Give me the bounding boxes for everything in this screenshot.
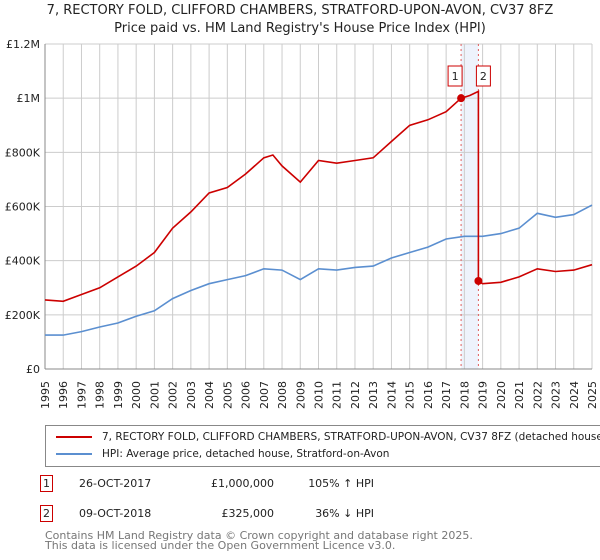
- y-tick-label: £1.2M: [6, 38, 40, 51]
- legend-item-hpi: HPI: Average price, detached house, Stra…: [56, 448, 389, 460]
- x-tick-label: 2001: [148, 381, 161, 409]
- x-tick-label: 2008: [276, 381, 289, 409]
- sale-date: 26-OCT-2017: [79, 477, 152, 490]
- x-tick-label: 2000: [130, 381, 143, 409]
- x-tick-label: 2018: [458, 381, 471, 409]
- x-tick-label: 1996: [57, 381, 70, 409]
- sale-hpi: 105% ↑ HPI: [308, 477, 374, 490]
- x-tick-label: 2021: [513, 381, 526, 409]
- x-tick-label: 1997: [75, 381, 88, 409]
- x-tick-label: 2006: [240, 381, 253, 409]
- y-tick-label: £600K: [5, 201, 41, 214]
- sale-point: [457, 94, 466, 103]
- x-tick-label: 2013: [367, 381, 380, 409]
- x-tick-label: 2024: [568, 381, 581, 409]
- title-line-2: Price paid vs. HM Land Registry's House …: [114, 21, 486, 36]
- sale-price: £1,000,000: [211, 477, 274, 490]
- legend-label: 7, RECTORY FOLD, CLIFFORD CHAMBERS, STRA…: [102, 431, 600, 443]
- x-tick-label: 2023: [550, 381, 563, 409]
- sale-date: 09-OCT-2018: [79, 507, 152, 520]
- x-tick-label: 2025: [586, 381, 599, 409]
- x-tick-label: 2007: [258, 381, 271, 409]
- x-tick-label: 2020: [495, 381, 508, 409]
- x-tick-label: 2003: [185, 381, 198, 409]
- legend-item-property: 7, RECTORY FOLD, CLIFFORD CHAMBERS, STRA…: [56, 431, 600, 443]
- footer-line-1: Contains HM Land Registry data © Crown c…: [45, 529, 473, 542]
- y-tick-label: £200K: [5, 309, 41, 322]
- series-line: [45, 204, 593, 336]
- sale-badge: 1: [40, 475, 53, 492]
- x-tick-label: 1999: [112, 381, 125, 409]
- x-tick-label: 2005: [221, 381, 234, 409]
- sale-label-box: [475, 65, 491, 87]
- x-tick-label: 2019: [477, 381, 490, 409]
- sale-label: 2: [480, 70, 487, 83]
- title-line-1: 7, RECTORY FOLD, CLIFFORD CHAMBERS, STRA…: [46, 3, 554, 18]
- legend: 7, RECTORY FOLD, CLIFFORD CHAMBERS, STRA…: [45, 425, 600, 467]
- x-tick-label: 2014: [385, 381, 398, 409]
- x-tick-label: 1995: [39, 381, 52, 409]
- x-tick-label: 2011: [331, 381, 344, 409]
- x-tick-label: 2002: [167, 381, 180, 409]
- series-line: [44, 90, 593, 303]
- x-tick-label: 2009: [294, 381, 307, 409]
- sale-row-1: 1 26-OCT-2017 £1,000,000 105% ↑ HPI: [40, 475, 374, 492]
- sale-row-2: 2 09-OCT-2018 £325,000 36% ↓ HPI: [40, 505, 374, 522]
- sale-price: £325,000: [221, 507, 275, 520]
- x-tick-label: 1998: [94, 381, 107, 409]
- y-tick-label: £1M: [17, 92, 41, 105]
- sale-point: [474, 276, 483, 285]
- sale-badge: 2: [40, 505, 53, 522]
- sale-hpi: 36% ↓ HPI: [315, 507, 374, 520]
- x-tick-label: 2010: [313, 381, 326, 409]
- footer-line-2: This data is licensed under the Open Gov…: [45, 539, 396, 552]
- x-tick-label: 2017: [440, 381, 453, 409]
- y-tick-label: £0: [26, 363, 40, 376]
- x-tick-label: 2022: [531, 381, 544, 409]
- legend-swatch-blue: [56, 453, 92, 455]
- price-chart: 1995 1996 1997 1998 1999 2000 2001 2002 2003 2004…: [5, 38, 599, 409]
- chart-title: 7, RECTORY FOLD, CLIFFORD CHAMBERS, STRA…: [0, 2, 600, 38]
- x-tick-label: 2012: [349, 381, 362, 409]
- legend-label: HPI: Average price, detached house, Stra…: [102, 448, 390, 460]
- footer: Contains HM Land Registry data © Crown c…: [45, 529, 473, 552]
- legend-swatch-red: [56, 436, 92, 438]
- x-tick-label: 2015: [404, 381, 417, 409]
- y-tick-label: £400K: [5, 255, 41, 268]
- x-tick-label: 2016: [422, 381, 435, 409]
- x-tick-label: 2004: [203, 381, 216, 409]
- sale-label-box: [447, 65, 463, 87]
- y-tick-label: £800K: [5, 146, 41, 159]
- sale-label: 1: [452, 70, 459, 83]
